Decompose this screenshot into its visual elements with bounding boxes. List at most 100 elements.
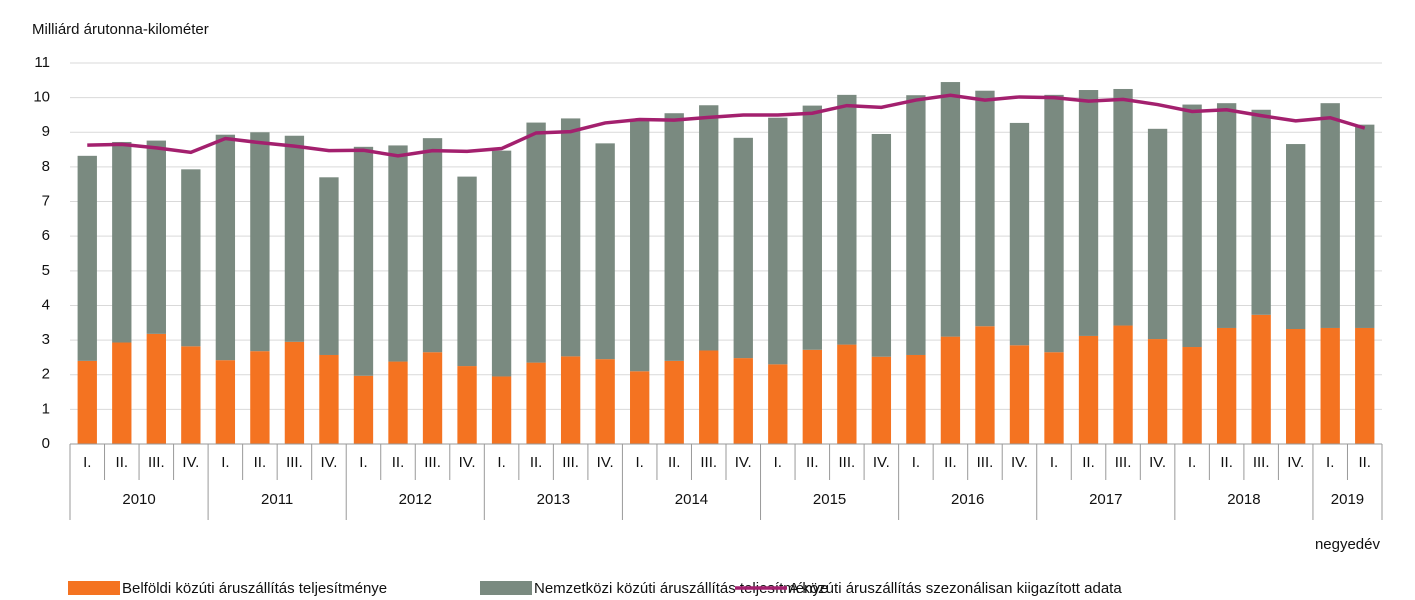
bar-segment [422,138,443,353]
x-group-label: 2018 [1227,491,1260,508]
y-tick-label: 1 [42,400,50,417]
bar-segment [664,360,684,444]
bar-segment [457,176,477,367]
bar-segment [1251,109,1271,315]
bar-segment [215,360,236,444]
bar-segment [77,155,97,361]
x-tick-label: IV. [597,454,614,471]
bar-segment [940,82,961,337]
y-tick-label: 2 [42,366,50,383]
x-tick-label: IV. [320,454,337,471]
x-tick-label: II. [116,454,129,471]
bar-segment [975,326,995,444]
y-tick-label: 6 [42,227,50,244]
x-group-label: 2012 [399,491,432,508]
bar-segment [457,366,477,444]
bar-segment [768,117,788,365]
x-tick-label: II. [944,454,957,471]
bar-segment [1320,327,1340,444]
y-tick-label: 11 [34,54,50,71]
bar-segment [1286,144,1306,330]
x-tick-label: I. [912,454,920,471]
bar-segment [353,146,374,376]
bar-segment [871,356,892,444]
bar-segment [1147,128,1168,340]
bar-segment [940,336,961,444]
x-tick-label: II. [668,454,681,471]
x-tick-label: IV. [1149,454,1166,471]
bar-segment [1182,104,1202,348]
bar-segment [1251,314,1271,444]
x-group-label: 2017 [1089,491,1122,508]
bar-segment [112,342,132,444]
x-tick-label: III. [424,454,441,471]
bar-segment [560,356,581,444]
x-tick-label: III. [977,454,994,471]
bar-segment [146,140,166,334]
bar-segment [664,113,684,361]
x-group-label: 2019 [1331,491,1364,508]
bar-segment [1355,327,1375,444]
bar-segment [319,177,339,355]
y-tick-label: 9 [42,123,50,140]
x-tick-label: IV. [1287,454,1304,471]
bar-segment [906,354,926,444]
x-tick-label: I. [1050,454,1058,471]
bar-segment [837,344,857,444]
bar-segment [77,360,97,444]
y-tick-label: 8 [42,158,50,175]
legend-label: Belföldi közúti áruszállítás teljesítmén… [122,580,387,597]
bar-segment [871,134,892,357]
x-tick-label: III. [286,454,303,471]
legend-label: Nemzetközi közúti áruszállítás teljesítm… [534,580,828,597]
bar-segment [802,349,822,444]
bar-segment [146,333,166,444]
x-tick-label: IV. [459,454,476,471]
bar-segment [284,135,305,342]
bar-segment [388,361,408,444]
bar-segment [112,141,132,343]
x-tick-label: I. [774,454,782,471]
bar-segment [733,137,753,359]
bar-segment [1182,347,1202,444]
bar-segment [1286,329,1306,444]
bar-segment [250,132,270,352]
line-series [87,93,1366,158]
x-tick-label: I. [359,454,367,471]
bar-segment [1044,352,1064,444]
x-axis-label: negyedév [1315,536,1381,553]
bar-segment [1113,325,1133,444]
bar-segment [1078,335,1099,444]
bar-segment [1216,327,1237,444]
bar-segment [630,371,650,444]
bar-segment [491,376,512,444]
x-group-label: 2015 [813,491,846,508]
x-tick-label: IV. [1011,454,1028,471]
x-tick-label: IV. [182,454,199,471]
x-group-label: 2014 [675,491,708,508]
y-tick-label: 0 [42,435,50,452]
x-tick-label: I. [83,454,91,471]
x-tick-label: III. [839,454,856,471]
x-tick-label: III. [700,454,717,471]
bar-segment [1078,90,1099,336]
x-tick-label: II. [254,454,267,471]
bar-segment [1044,94,1064,353]
bar-segment [353,375,374,444]
x-group-label: 2016 [951,491,984,508]
bar-segment [837,94,857,345]
legend-swatch [480,581,532,595]
x-tick-label: III. [562,454,579,471]
x-tick-label: II. [1082,454,1095,471]
x-tick-label: III. [1115,454,1132,471]
bar-segment [319,354,339,444]
bar-segment [526,122,546,363]
y-tick-label: 10 [33,89,50,106]
y-tick-label: 3 [42,331,50,348]
x-tick-label: II. [806,454,819,471]
bar-segment [630,120,650,372]
x-tick-label: II. [530,454,543,471]
x-tick-label: IV. [735,454,752,471]
x-tick-label: I. [1326,454,1334,471]
